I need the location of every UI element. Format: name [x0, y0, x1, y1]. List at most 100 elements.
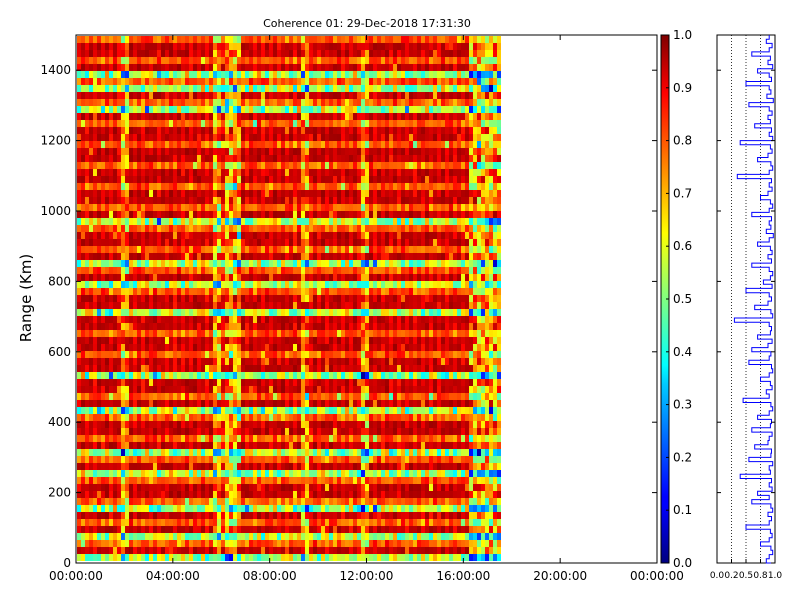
heatmap-cell — [233, 288, 237, 295]
heatmap-cell — [105, 43, 109, 50]
heatmap-cell — [181, 36, 185, 43]
heatmap-cell — [201, 176, 205, 183]
heatmap-cell — [181, 302, 185, 309]
heatmap-cell — [153, 351, 157, 358]
heatmap-cell — [93, 127, 97, 134]
heatmap-cell — [153, 43, 157, 50]
heatmap-cell — [253, 421, 257, 428]
heatmap-cell — [237, 190, 241, 197]
heatmap-cell — [333, 176, 337, 183]
chart-title: Coherence 01: 29-Dec-2018 17:31:30 — [263, 17, 471, 30]
heatmap-cell — [209, 470, 213, 477]
heatmap-cell — [193, 141, 197, 148]
heatmap-cell — [333, 64, 337, 71]
heatmap-cell — [133, 358, 137, 365]
heatmap-cell — [113, 484, 117, 491]
heatmap-cell — [133, 316, 137, 323]
heatmap-cell — [269, 400, 273, 407]
heatmap-cell — [117, 554, 121, 561]
heatmap-cell — [337, 78, 341, 85]
heatmap-cell — [233, 190, 237, 197]
heatmap-cell — [153, 155, 157, 162]
heatmap-cell — [277, 281, 281, 288]
heatmap-cell — [317, 281, 321, 288]
heatmap-cell — [289, 302, 293, 309]
heatmap-cell — [281, 463, 285, 470]
heatmap-cell — [93, 484, 97, 491]
heatmap-cell — [221, 148, 225, 155]
heatmap-cell — [93, 421, 97, 428]
heatmap-cell — [221, 393, 225, 400]
heatmap-cell — [157, 344, 161, 351]
heatmap-cell — [173, 365, 177, 372]
heatmap-cell — [317, 295, 321, 302]
heatmap-cell — [121, 99, 125, 106]
heatmap-cell — [205, 267, 209, 274]
heatmap-cell — [329, 113, 333, 120]
heatmap-cell — [89, 281, 93, 288]
heatmap-cell — [333, 211, 337, 218]
heatmap-cell — [277, 50, 281, 57]
heatmap-cell — [109, 211, 113, 218]
heatmap-cell — [249, 253, 253, 260]
heatmap-cell — [121, 162, 125, 169]
heatmap-cell — [105, 190, 109, 197]
heatmap-cell — [301, 78, 305, 85]
heatmap-cell — [89, 470, 93, 477]
heatmap-cell — [205, 435, 209, 442]
heatmap-cell — [141, 351, 145, 358]
heatmap-cell — [253, 134, 257, 141]
heatmap-cell — [121, 547, 125, 554]
heatmap-cell — [289, 519, 293, 526]
heatmap-cell — [293, 134, 297, 141]
heatmap-cell — [77, 302, 81, 309]
heatmap-cell — [93, 169, 97, 176]
heatmap-cell — [109, 295, 113, 302]
heatmap-cell — [225, 113, 229, 120]
heatmap-cell — [321, 477, 325, 484]
heatmap-cell — [273, 533, 277, 540]
heatmap-cell — [97, 295, 101, 302]
heatmap-cell — [281, 183, 285, 190]
heatmap-cell — [149, 512, 153, 519]
heatmap-cell — [141, 225, 145, 232]
heatmap-cell — [105, 344, 109, 351]
heatmap-cell — [153, 505, 157, 512]
heatmap-cell — [89, 540, 93, 547]
heatmap-cell — [225, 127, 229, 134]
heatmap-cell — [289, 393, 293, 400]
heatmap-cell — [177, 267, 181, 274]
heatmap-cell — [233, 225, 237, 232]
heatmap-cell — [309, 526, 313, 533]
heatmap-cell — [341, 295, 345, 302]
heatmap-cell — [149, 554, 153, 561]
heatmap-cell — [281, 197, 285, 204]
heatmap-cell — [273, 232, 277, 239]
heatmap-cell — [77, 141, 81, 148]
heatmap-cell — [81, 218, 85, 225]
heatmap-cell — [297, 358, 301, 365]
heatmap-cell — [273, 330, 277, 337]
heatmap-cell — [329, 344, 333, 351]
heatmap-cell — [157, 64, 161, 71]
heatmap-cell — [257, 211, 261, 218]
heatmap-cell — [297, 456, 301, 463]
heatmap-cell — [85, 246, 89, 253]
heatmap-cell — [145, 141, 149, 148]
heatmap-cell — [77, 554, 81, 561]
heatmap-cell — [93, 267, 97, 274]
heatmap-cell — [121, 372, 125, 379]
heatmap-cell — [133, 477, 137, 484]
heatmap-cell — [137, 239, 141, 246]
heatmap-cell — [117, 246, 121, 253]
heatmap-cell — [141, 50, 145, 57]
heatmap-cell — [105, 414, 109, 421]
heatmap-cell — [209, 379, 213, 386]
heatmap-cell — [225, 253, 229, 260]
heatmap-cell — [329, 162, 333, 169]
heatmap-cell — [157, 302, 161, 309]
heatmap-cell — [273, 484, 277, 491]
heatmap-cell — [93, 99, 97, 106]
heatmap-cell — [317, 393, 321, 400]
heatmap-cell — [181, 113, 185, 120]
